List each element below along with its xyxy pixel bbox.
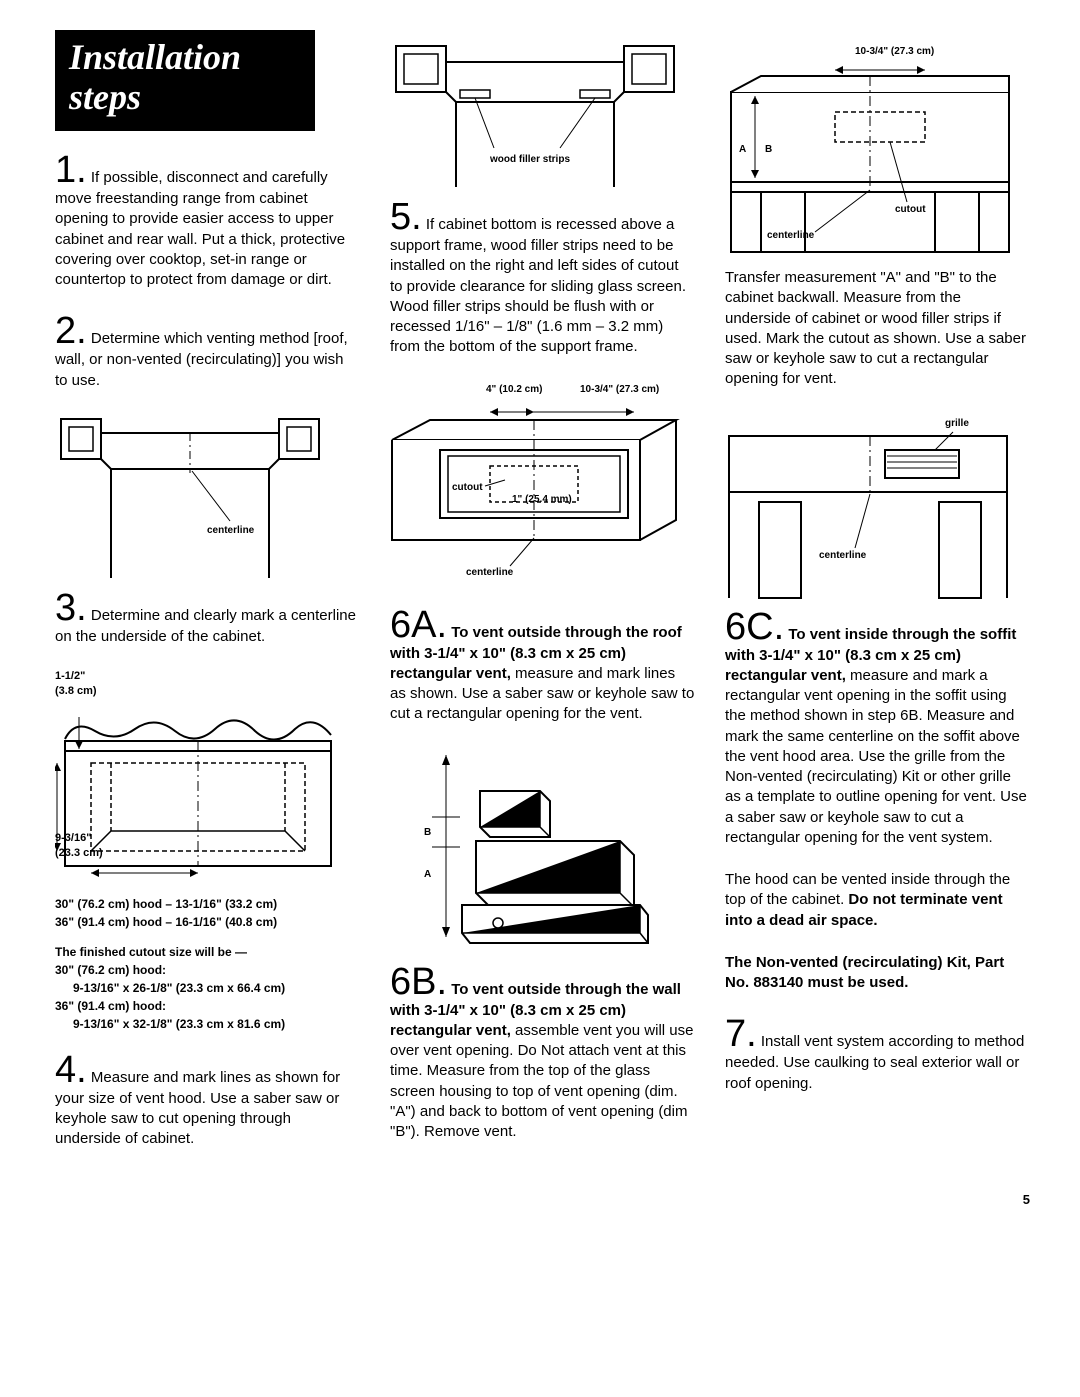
step-4-num: 4.	[55, 1049, 87, 1091]
p1-text: Transfer measurement "A" and "B" to the …	[725, 269, 1026, 387]
svg-text:1" (25.4 mm): 1" (25.4 mm)	[512, 494, 572, 505]
step-3: 3. Determine and clearly mark a centerli…	[55, 589, 360, 647]
d2-l1: 30" (76.2 cm) hood – 13-1/16" (33.2 cm)	[55, 897, 277, 911]
svg-text:10-3/4" (27.3 cm): 10-3/4" (27.3 cm)	[855, 46, 934, 57]
d2-top-label: 1-1/2" (3.8 cm)	[55, 669, 360, 699]
svg-text:10-3/4" (27.3 cm): 10-3/4" (27.3 cm)	[580, 384, 659, 395]
step-2-text: Determine which venting method [roof, wa…	[55, 330, 348, 388]
label-centerline: centerline	[207, 525, 255, 536]
diagram-soffit: grille centerline	[725, 412, 1015, 602]
svg-text:A: A	[424, 869, 431, 880]
step-3-text: Determine and clearly mark a centerline …	[55, 607, 356, 645]
step-6b: 6B. To vent outside through the wall wit…	[390, 963, 695, 1143]
step-5: 5. If cabinet bottom is recessed above a…	[390, 198, 695, 358]
step-6a: 6A. To vent outside through the roof wit…	[390, 606, 695, 725]
page-number: 5	[55, 1191, 1030, 1209]
step-5-text: If cabinet bottom is recessed above a su…	[390, 216, 686, 355]
label-filler: wood filler strips	[489, 154, 570, 165]
step-6a-num: 6A.	[390, 604, 447, 646]
step-4: 4. Measure and mark lines as shown for y…	[55, 1051, 360, 1150]
step-6c-text: measure and mark a rectangular vent open…	[725, 667, 1027, 846]
cap-30h: 30" (76.2 cm) hood:	[55, 963, 166, 977]
p2: The hood can be vented inside through th…	[725, 870, 1030, 931]
svg-text:B: B	[765, 144, 772, 155]
svg-text:B: B	[424, 827, 431, 838]
cutout-caption: The finished cutout size will be — 30" (…	[55, 943, 360, 1033]
p1: Transfer measurement "A" and "B" to the …	[725, 268, 1030, 390]
svg-text:A: A	[739, 144, 746, 155]
step-6b-num: 6B.	[390, 961, 447, 1003]
title-box: Installation steps	[55, 30, 315, 131]
step-5-num: 5.	[390, 196, 422, 238]
p3: The Non-vented (recirculating) Kit, Part…	[725, 953, 1030, 994]
cap-36h: 36" (91.4 cm) hood:	[55, 999, 166, 1013]
step-1-text: If possible, disconnect and carefully mo…	[55, 169, 345, 288]
step-7-text: Install vent system according to method …	[725, 1033, 1024, 1091]
svg-text:cutout: cutout	[895, 204, 926, 215]
cap-36v: 9-13/16" x 32-1/8" (23.3 cm x 81.6 cm)	[55, 1015, 360, 1033]
cap-intro: The finished cutout size will be —	[55, 945, 247, 959]
step-1-num: 1.	[55, 149, 87, 191]
svg-text:4" (10.2 cm): 4" (10.2 cm)	[486, 384, 542, 395]
step-3-num: 3.	[55, 587, 87, 629]
step-6b-text: assemble vent you will use over vent ope…	[390, 1022, 693, 1140]
title-line-2: steps	[69, 78, 301, 118]
diagram-vent-ab: B A	[390, 747, 650, 957]
svg-text:cutout: cutout	[452, 482, 483, 493]
step-7-num: 7.	[725, 1013, 757, 1055]
step-4-text: Measure and mark lines as shown for your…	[55, 1069, 340, 1148]
step-6c-num: 6C.	[725, 606, 784, 648]
diagram-backwall: 10-3/4" (27.3 cm) A B cutout centerline	[725, 42, 1015, 262]
d2-l2: 36" (91.4 cm) hood – 16-1/16" (40.8 cm)	[55, 915, 277, 929]
diagram-cutout-dims: 4" (10.2 cm) 10-3/4" (27.3 cm) cutout 1"…	[390, 380, 680, 600]
svg-text:grille: grille	[945, 418, 969, 429]
step-1: 1. If possible, disconnect and carefully…	[55, 151, 360, 290]
d2-dim-lines: 30" (76.2 cm) hood – 13-1/16" (33.2 cm) …	[55, 895, 360, 931]
diagram-cabinet-centerline: centerline	[55, 413, 325, 583]
svg-text:centerline: centerline	[466, 567, 514, 578]
diagram-filler-strips: wood filler strips	[390, 42, 680, 192]
step-7: 7. Install vent system according to meth…	[725, 1015, 1030, 1094]
column-3: 10-3/4" (27.3 cm) A B cutout centerline …	[725, 30, 1030, 1171]
column-1: Installation steps 1. If possible, disco…	[55, 30, 360, 1171]
step-6c: 6C. To vent inside through the soffit wi…	[725, 608, 1030, 849]
page-columns: Installation steps 1. If possible, disco…	[55, 30, 1030, 1171]
step-2: 2. Determine which venting method [roof,…	[55, 312, 360, 391]
step-2-num: 2.	[55, 310, 87, 352]
title-line-1: Installation	[69, 38, 301, 78]
column-2: wood filler strips 5. If cabinet bottom …	[390, 30, 695, 1171]
svg-text:centerline: centerline	[819, 550, 867, 561]
cap-30v: 9-13/16" x 26-1/8" (23.3 cm x 66.4 cm)	[55, 979, 360, 997]
svg-text:centerline: centerline	[767, 230, 815, 241]
